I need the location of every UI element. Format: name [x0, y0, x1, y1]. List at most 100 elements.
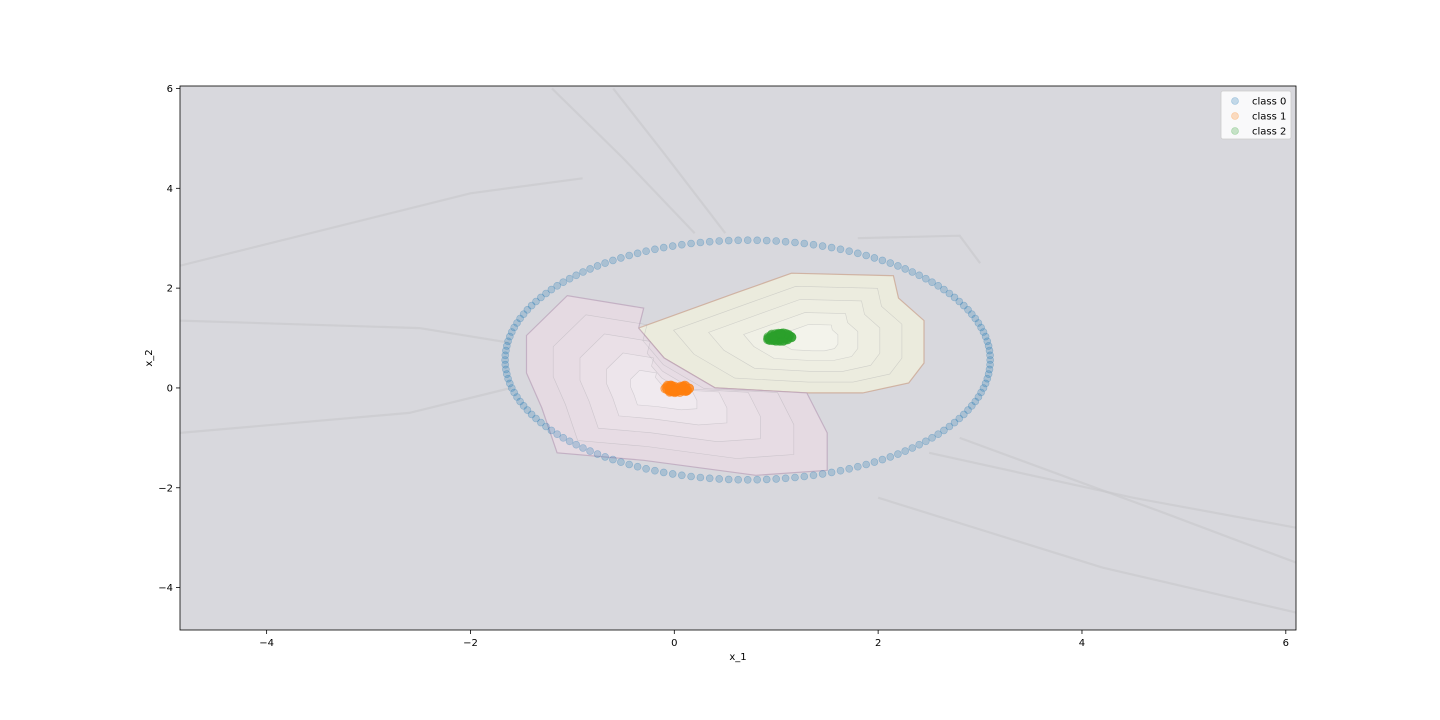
point-class-0 — [979, 328, 988, 336]
boundary-streak — [551, 87, 696, 234]
point-class-0 — [705, 237, 714, 246]
point-class-0 — [527, 410, 536, 419]
point-class-0 — [501, 356, 509, 364]
point-class-0 — [519, 401, 528, 410]
point-class-0 — [984, 370, 993, 378]
point-class-0 — [734, 236, 743, 245]
y-tick-label: 4 — [167, 184, 173, 195]
point-class-0 — [586, 447, 594, 455]
point-class-0 — [753, 236, 762, 245]
point-class-0 — [507, 328, 516, 336]
point-class-0 — [565, 274, 574, 283]
point-class-0 — [586, 265, 594, 273]
point-class-0 — [553, 281, 562, 290]
point-class-0 — [983, 337, 992, 346]
point-class-0 — [967, 401, 976, 410]
point-class-0 — [734, 475, 743, 484]
point-class-0 — [502, 365, 510, 374]
point-class-0 — [977, 388, 985, 397]
point-class-0 — [516, 397, 524, 406]
point-class-0 — [642, 247, 650, 255]
point-class-0 — [651, 245, 659, 254]
point-class-0 — [781, 237, 790, 246]
point-class-0 — [955, 414, 964, 423]
point-class-0 — [964, 305, 972, 314]
point-class-0 — [809, 240, 818, 249]
point-class-1 — [684, 383, 695, 394]
y-tick-label: 0 — [167, 383, 173, 394]
point-class-0 — [878, 455, 887, 464]
point-class-0 — [542, 289, 550, 298]
point-class-0 — [696, 473, 705, 482]
y-tick-label: −2 — [158, 483, 173, 494]
point-class-0 — [827, 468, 836, 477]
x-tick-label: 6 — [1283, 638, 1289, 649]
point-class-0 — [553, 430, 562, 439]
point-class-0 — [974, 319, 983, 327]
point-class-0 — [955, 297, 964, 306]
point-class-0 — [977, 323, 985, 332]
point-class-0 — [950, 293, 959, 302]
point-class-0 — [609, 455, 617, 464]
point-class-0 — [781, 474, 790, 483]
point-class-0 — [601, 453, 609, 461]
point-class-0 — [908, 268, 917, 276]
point-class-0 — [894, 262, 902, 270]
boundary-streak — [959, 436, 1296, 564]
x-tick-label: 4 — [1079, 638, 1085, 649]
point-class-0 — [547, 285, 556, 294]
point-class-0 — [791, 473, 799, 482]
point-class-0 — [642, 464, 650, 473]
point-class-0 — [878, 256, 887, 265]
point-class-0 — [625, 251, 634, 260]
point-class-0 — [559, 278, 568, 287]
x-tick-label: 2 — [875, 638, 881, 649]
point-class-0 — [659, 243, 668, 252]
point-class-0 — [547, 426, 556, 435]
point-class-0 — [510, 323, 519, 332]
point-class-0 — [715, 237, 724, 245]
point-class-0 — [959, 301, 968, 310]
point-class-1 — [662, 380, 673, 391]
point-class-0 — [565, 437, 574, 446]
point-class-0 — [513, 319, 521, 327]
scatter-points — [501, 236, 995, 484]
point-class-0 — [974, 393, 983, 401]
point-class-0 — [617, 458, 625, 466]
point-class-0 — [984, 342, 993, 350]
point-class-0 — [505, 379, 514, 388]
point-class-0 — [504, 374, 512, 383]
point-class-0 — [845, 464, 854, 473]
point-class-0 — [572, 271, 581, 280]
point-class-0 — [668, 242, 677, 250]
y-axis-label: x_2 — [144, 349, 155, 366]
point-class-0 — [687, 472, 695, 481]
point-class-0 — [601, 259, 609, 267]
point-class-0 — [762, 475, 771, 484]
point-class-0 — [964, 406, 972, 414]
y-tick-label: 2 — [167, 284, 173, 295]
point-class-0 — [886, 453, 895, 461]
point-class-0 — [981, 379, 990, 388]
boundary-streak — [180, 386, 512, 434]
point-class-0 — [853, 462, 862, 471]
plot-frame — [179, 85, 1297, 631]
point-class-0 — [504, 337, 512, 346]
point-class-0 — [705, 474, 714, 483]
point-class-0 — [921, 274, 930, 283]
point-class-0 — [827, 243, 836, 252]
x-axis-ticks: −4 −2 0 2 4 6 — [259, 630, 1289, 649]
boundary-streaks — [180, 87, 1296, 614]
point-class-0 — [537, 293, 545, 302]
point-class-0 — [532, 297, 540, 306]
point-class-0 — [743, 475, 752, 484]
point-class-0 — [579, 268, 587, 276]
point-class-0 — [507, 384, 516, 392]
point-class-0 — [687, 239, 695, 248]
point-class-0 — [985, 365, 994, 374]
point-class-0 — [928, 433, 936, 442]
point-class-0 — [791, 238, 799, 247]
region-contour-0-2 — [743, 312, 859, 361]
point-class-0 — [762, 236, 771, 245]
